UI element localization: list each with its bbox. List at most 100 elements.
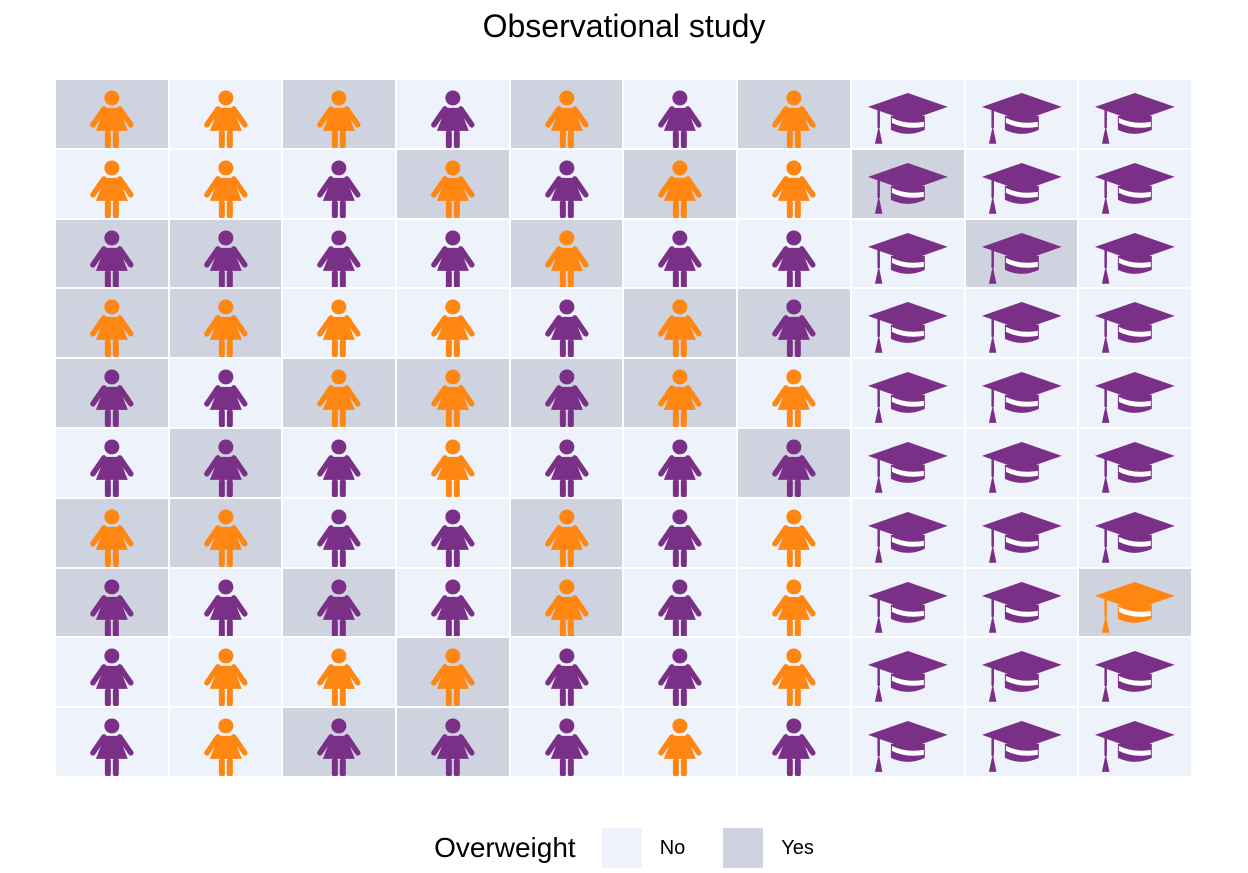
waffle-cell [851, 708, 964, 776]
waffle-cell [851, 289, 964, 358]
legend-key-no [601, 828, 642, 868]
waffle-cell [56, 219, 168, 288]
waffle-cell [169, 638, 282, 707]
waffle-cell [169, 568, 282, 637]
woman-icon [431, 718, 475, 776]
graduation-cap-icon [1095, 232, 1176, 284]
graduation-cap-icon [1095, 372, 1176, 424]
chart-title: Observational study [482, 8, 766, 44]
waffle-cell [56, 429, 168, 497]
waffle-cell [738, 219, 850, 288]
waffle-cell [397, 359, 509, 427]
woman-icon [90, 648, 134, 707]
waffle-cell [169, 359, 282, 427]
woman-icon [431, 579, 475, 637]
graduation-cap-icon [867, 441, 948, 493]
legend-label-no: No [659, 836, 686, 859]
graduation-cap-icon [981, 92, 1062, 144]
graduation-cap-icon [867, 651, 948, 703]
woman-icon [90, 439, 134, 497]
waffle-cell [1079, 708, 1191, 776]
waffle-cell [965, 708, 1078, 776]
waffle-cell [397, 219, 509, 288]
waffle-cell [169, 289, 282, 358]
woman-icon [203, 648, 248, 707]
waffle-cell [738, 149, 850, 218]
woman-icon [317, 718, 361, 776]
waffle-cell [624, 80, 737, 148]
waffle-cell [1079, 149, 1191, 218]
woman-icon [658, 718, 703, 776]
woman-icon [90, 90, 134, 148]
woman-icon [317, 369, 361, 427]
graduation-cap-icon [1095, 511, 1176, 563]
waffle-cell [851, 149, 964, 218]
woman-icon [658, 90, 703, 148]
waffle-cell [283, 568, 396, 637]
waffle-cell [283, 149, 396, 218]
legend-title: Overweight [434, 832, 576, 863]
waffle-cell [510, 359, 623, 427]
waffle-cell [397, 289, 509, 358]
woman-icon [203, 718, 248, 776]
woman-icon [90, 509, 134, 567]
woman-icon [317, 509, 361, 567]
woman-icon [544, 160, 589, 218]
waffle-cell [510, 219, 623, 288]
woman-icon [203, 439, 248, 497]
waffle-cell [510, 149, 623, 218]
waffle-cell [510, 429, 623, 497]
waffle-cell [56, 638, 168, 707]
waffle-cell [965, 149, 1078, 218]
waffle-cell [56, 149, 168, 218]
graduation-cap-icon [1095, 441, 1176, 493]
waffle-cell [283, 429, 396, 497]
waffle-cell [965, 568, 1078, 637]
graduation-cap-icon [867, 92, 948, 144]
graduation-cap-icon [1095, 581, 1176, 633]
waffle-cell [397, 80, 509, 148]
waffle-cell [1079, 219, 1191, 288]
woman-icon [317, 230, 361, 288]
graduation-cap-icon [981, 441, 1062, 493]
graduation-cap-icon [867, 581, 948, 633]
waffle-cell [851, 429, 964, 497]
waffle-cell [851, 638, 964, 707]
waffle-cell [1079, 80, 1191, 148]
waffle-cell [169, 149, 282, 218]
waffle-cell [965, 498, 1078, 567]
woman-icon [431, 509, 475, 567]
woman-icon [203, 579, 248, 637]
graduation-cap-icon [981, 581, 1062, 633]
waffle-cell [397, 638, 509, 707]
graduation-cap-icon [1095, 651, 1176, 703]
waffle-cell [965, 219, 1078, 288]
waffle-cell [624, 498, 737, 567]
waffle-cell [283, 359, 396, 427]
woman-icon [772, 230, 816, 288]
woman-icon [544, 579, 589, 637]
woman-icon [317, 579, 361, 637]
woman-icon [90, 579, 134, 637]
graduation-cap-icon [981, 232, 1062, 284]
waffle-cell [283, 708, 396, 776]
waffle-cell [283, 638, 396, 707]
waffle-cell [56, 359, 168, 427]
woman-icon [658, 160, 703, 218]
waffle-cell [169, 708, 282, 776]
waffle-cell [56, 708, 168, 776]
graduation-cap-icon [1095, 162, 1176, 214]
waffle-cell [510, 568, 623, 637]
waffle-cell [965, 359, 1078, 427]
woman-icon [317, 160, 361, 218]
waffle-cell [510, 638, 623, 707]
waffle-cell [283, 80, 396, 148]
waffle-cell [1079, 498, 1191, 567]
waffle-cell [624, 568, 737, 637]
graduation-cap-icon [981, 162, 1062, 214]
graduation-cap-icon [867, 232, 948, 284]
woman-icon [658, 369, 703, 427]
waffle-cell [283, 219, 396, 288]
waffle-cell [397, 568, 509, 637]
waffle-cell [624, 149, 737, 218]
